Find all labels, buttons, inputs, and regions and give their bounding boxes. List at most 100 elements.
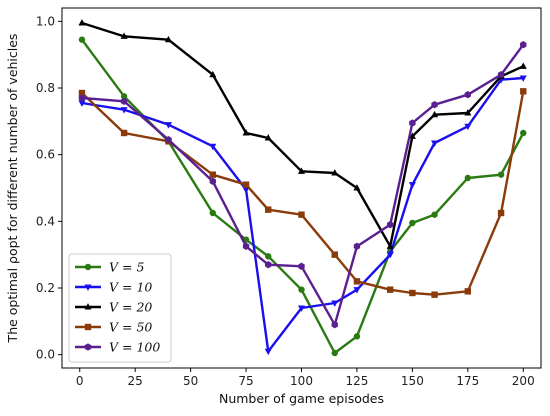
data-point — [209, 171, 216, 178]
data-point — [164, 122, 172, 129]
x-tick-label: 200 — [512, 374, 535, 388]
data-point — [265, 253, 272, 260]
legend-marker — [84, 303, 92, 310]
data-point — [519, 75, 527, 82]
data-point — [209, 70, 217, 78]
data-point — [431, 211, 438, 218]
data-point — [242, 187, 250, 194]
data-point — [353, 278, 361, 285]
x-tick-label: 75 — [238, 374, 253, 388]
data-point — [78, 89, 86, 97]
legend-item: V = 5 — [75, 260, 144, 275]
data-point — [209, 143, 217, 151]
legend-marker — [84, 284, 92, 291]
data-point — [297, 167, 306, 174]
data-point — [386, 242, 394, 249]
data-point — [78, 19, 86, 26]
data-point — [497, 209, 505, 217]
y-tick-label: 0.6 — [36, 148, 55, 162]
data-point — [520, 40, 527, 49]
x-tick-label: 175 — [456, 374, 479, 388]
data-point — [120, 107, 128, 114]
axes: 0 25 50 75 100 125 150 175 200 0.0 0.2 0.4 0.6 0.8 1.0 — [36, 7, 542, 388]
data-point — [464, 288, 472, 295]
data-point — [265, 260, 272, 269]
legend-item: V = 50 — [75, 320, 152, 335]
data-point — [497, 171, 505, 178]
data-point — [331, 300, 339, 307]
y-tick-label: 0.2 — [36, 281, 55, 295]
x-axis-label: Number of game episodes — [219, 391, 384, 406]
data-point — [78, 100, 86, 107]
legend-label: V = 20 — [109, 300, 152, 315]
x-tick-label: 25 — [128, 374, 143, 388]
data-point — [297, 305, 306, 312]
data-point — [409, 119, 416, 127]
legend-label: V = 10 — [109, 280, 152, 295]
data-point — [120, 129, 128, 137]
data-point — [353, 333, 361, 340]
data-point — [464, 109, 472, 116]
legend[interactable]: V = 5 V = 10 V = 20 V = 50 V = 100 — [68, 253, 172, 363]
data-point — [120, 93, 128, 100]
data-point — [409, 289, 416, 297]
data-point — [353, 242, 361, 251]
legend-marker — [84, 263, 92, 271]
series-5 — [78, 40, 527, 329]
data-point — [165, 135, 172, 144]
data-point — [464, 123, 472, 131]
data-point — [331, 251, 338, 258]
series-3 — [78, 19, 527, 249]
data-point — [78, 94, 86, 102]
legend-label: V = 100 — [109, 340, 160, 355]
data-point — [331, 320, 338, 329]
data-point — [431, 140, 439, 147]
data-point — [209, 177, 216, 186]
data-point — [464, 90, 472, 99]
data-point — [298, 262, 305, 271]
data-point — [298, 211, 305, 218]
legend-marker — [84, 323, 92, 331]
data-point — [264, 348, 272, 356]
data-point — [520, 129, 527, 137]
y-tick-label: 0.8 — [36, 81, 55, 95]
data-point — [431, 291, 438, 298]
data-point — [464, 174, 472, 182]
data-point — [331, 169, 339, 176]
data-point — [386, 252, 394, 259]
x-tick-label: 100 — [290, 374, 313, 388]
data-point — [331, 349, 338, 357]
y-axis-label: The optimal ρopt for different number of… — [5, 34, 20, 344]
data-point — [298, 286, 305, 293]
data-point — [387, 220, 394, 229]
data-point — [242, 181, 250, 188]
data-point — [120, 32, 128, 39]
y-tick-label: 0.0 — [36, 348, 55, 362]
data-point — [120, 97, 128, 106]
data-point — [431, 100, 438, 109]
legend-label: V = 5 — [109, 260, 144, 275]
series-layer — [78, 19, 527, 357]
data-point — [242, 129, 250, 136]
data-point — [209, 209, 216, 217]
legend-box — [68, 253, 172, 363]
data-point — [409, 219, 416, 227]
data-point — [164, 35, 172, 43]
data-point — [387, 286, 394, 293]
x-tick-label: 50 — [183, 374, 198, 388]
data-point — [353, 287, 361, 294]
x-tick-label: 0 — [76, 374, 84, 388]
legend-item: V = 100 — [75, 340, 160, 355]
legend-item: V = 10 — [75, 280, 152, 295]
y-tick-label: 1.0 — [36, 14, 55, 28]
legend-item: V = 20 — [75, 300, 152, 315]
data-point — [519, 62, 527, 69]
data-point — [431, 110, 439, 118]
x-tick-label: 125 — [345, 374, 368, 388]
x-tick-label: 150 — [401, 374, 424, 388]
data-point — [78, 36, 86, 43]
data-point — [497, 70, 505, 79]
legend-label: V = 50 — [109, 320, 152, 335]
data-point — [353, 184, 361, 191]
